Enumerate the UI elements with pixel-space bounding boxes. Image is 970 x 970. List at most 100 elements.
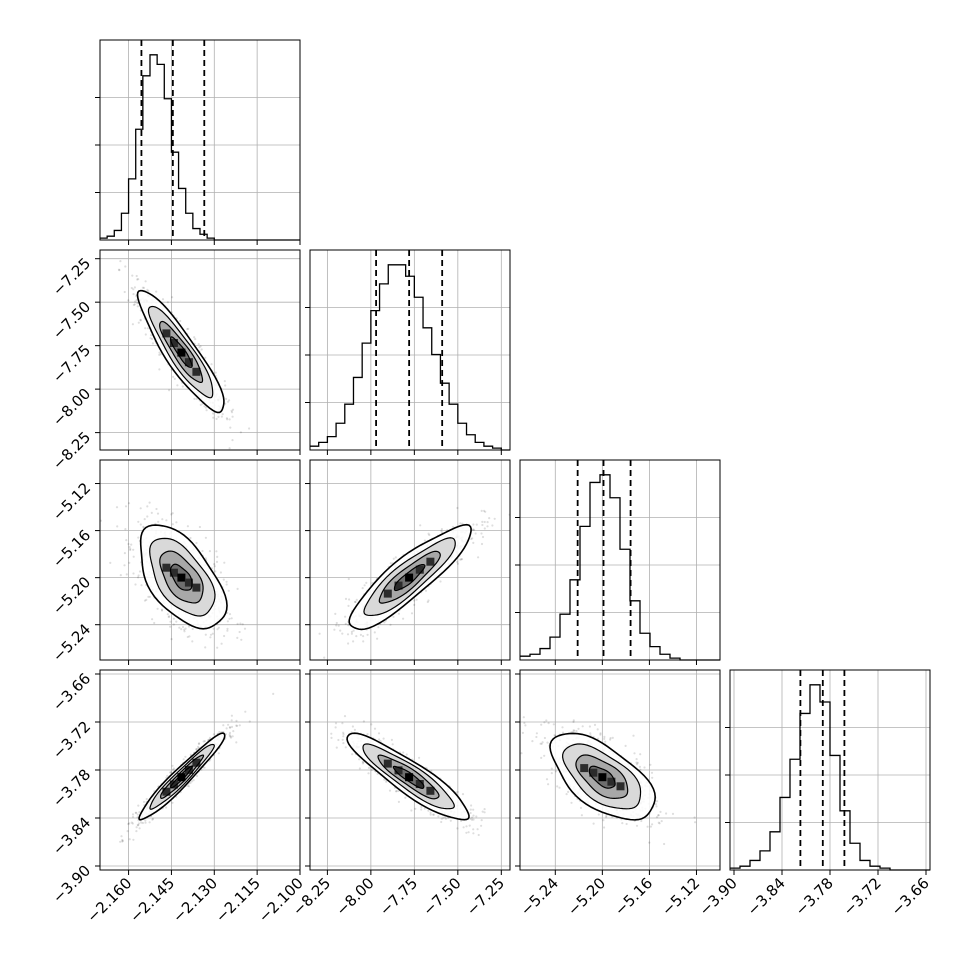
sample-point [225,417,228,420]
sample-point [605,815,608,819]
sample-point [203,740,206,743]
x-tick-label: −7.75 [376,874,421,919]
sample-point [639,768,642,771]
sample-point [195,748,198,751]
x-tick-label: −8.00 [332,874,377,919]
sample-point [635,758,638,761]
sample-point [481,810,484,813]
sample-point [231,415,234,418]
density-cell [184,358,193,367]
sample-point [520,752,523,755]
sample-point [429,811,432,814]
density-cell [415,780,424,788]
sample-point [128,545,131,549]
sample-point [198,525,201,529]
sample-point [145,598,148,602]
sample-point [216,646,219,649]
sample-point [658,822,661,825]
sample-point [471,816,474,819]
contour-line [170,765,194,789]
sample-point [166,301,169,304]
sample-point [334,612,337,616]
sample-point [115,506,119,509]
sample-point [397,612,400,615]
sample-point [635,761,638,764]
x-tick-label: −5.24 [517,874,562,919]
sample-point [226,400,230,403]
sample-point [379,740,382,743]
sample-point [197,343,200,346]
sample-point [214,570,217,573]
sample-point [125,573,128,576]
sample-point [216,628,219,631]
sample-point [161,518,164,521]
sample-point [545,719,548,722]
sample-point [471,537,474,540]
x-tick-label: −3.66 [888,874,933,919]
sample-point [239,431,242,434]
sample-point [373,727,377,730]
sample-point [480,542,484,546]
scatter-panel-p0-p3 [95,669,301,875]
sample-point [389,562,392,565]
sample-point [483,520,486,524]
sample-point [423,807,426,810]
sample-point [366,633,369,636]
sample-point [199,345,202,348]
sample-point [220,642,223,645]
contour-line [363,537,456,617]
sample-point [554,770,558,773]
sample-point [481,520,484,524]
sample-point [223,561,226,564]
sample-point [137,804,140,807]
sample-point [543,736,547,740]
sample-point [483,808,486,811]
sample-point [228,418,231,421]
sample-point [577,727,580,730]
sample-point [362,635,365,638]
x-tick-label: −2.160 [83,874,135,926]
contour-line [362,743,455,810]
sample-point [428,533,431,537]
sample-point [194,338,197,341]
sample-point [359,633,362,637]
sample-point [191,640,194,643]
sample-point [132,293,135,296]
x-tick-label: −7.50 [419,874,464,919]
sample-point [136,278,139,281]
sample-point [126,830,129,833]
sample-point [432,813,435,816]
sample-point [472,523,475,526]
sample-point [204,557,207,560]
sample-point [159,353,162,356]
sample-point [226,620,229,623]
panel-content [520,716,697,846]
sample-point [134,300,137,303]
sample-point [215,560,219,564]
sample-point [123,290,126,294]
sample-point [161,298,165,301]
sample-point [216,555,219,559]
sample-point [477,556,480,559]
panel-frame [519,669,721,871]
sample-point [596,728,599,731]
x-tick-label: −7.25 [463,874,508,919]
sample-point [440,817,443,820]
sample-point [140,584,143,587]
sample-point [444,817,447,820]
sample-point [184,755,187,758]
sample-point [480,509,483,512]
sample-point [228,613,232,616]
sample-point [171,764,174,767]
sample-point [137,278,140,281]
sample-point [460,558,464,561]
sample-point [236,622,239,626]
sample-point [367,772,370,775]
sample-point [184,627,187,630]
sample-point [230,409,233,412]
sample-point [136,813,139,816]
sample-point [440,820,443,824]
sample-point [488,517,491,520]
sample-point [420,808,423,811]
contour-line [562,743,642,810]
